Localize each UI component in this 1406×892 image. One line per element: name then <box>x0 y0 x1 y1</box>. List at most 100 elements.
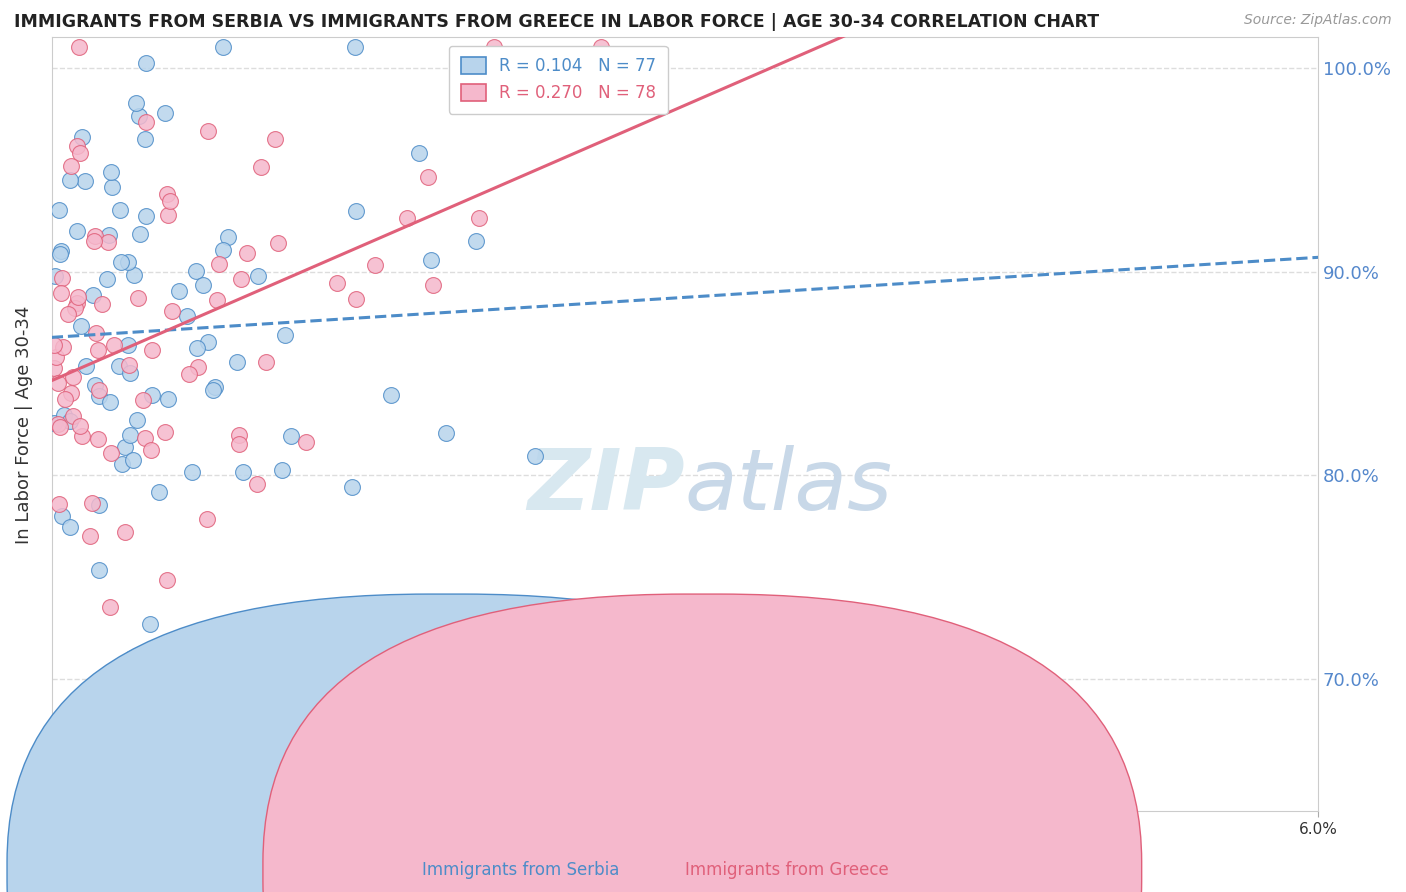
Point <box>75 359 97 374</box>
Point <box>155 105 177 120</box>
Point <box>51 244 73 258</box>
Point <box>120 366 142 380</box>
Point <box>59 520 82 534</box>
Point <box>48 203 70 218</box>
Point <box>128 109 150 123</box>
Point <box>67 40 90 54</box>
Point <box>70 429 93 443</box>
Point <box>395 211 418 225</box>
Point <box>127 291 149 305</box>
Point <box>87 564 110 578</box>
Point <box>53 408 76 422</box>
Point <box>380 388 402 402</box>
Point <box>117 337 139 351</box>
Point <box>212 40 235 54</box>
Point <box>58 414 80 428</box>
Point <box>176 309 198 323</box>
Point <box>420 253 443 268</box>
Point <box>589 40 612 54</box>
Text: atlas: atlas <box>685 445 893 528</box>
Point <box>80 495 103 509</box>
Text: ZIP: ZIP <box>527 445 685 528</box>
Point <box>135 56 157 70</box>
Point <box>148 484 170 499</box>
Point <box>167 285 190 299</box>
Point <box>160 304 183 318</box>
Point <box>90 296 112 310</box>
Point <box>264 132 287 146</box>
Point <box>42 416 65 430</box>
Point <box>134 132 156 146</box>
Point <box>118 428 141 442</box>
Point <box>98 599 121 614</box>
Point <box>117 255 139 269</box>
Point <box>524 449 547 463</box>
Point <box>180 466 202 480</box>
Point <box>100 446 122 460</box>
Point <box>141 343 163 358</box>
Point <box>232 465 254 479</box>
Point <box>197 124 219 138</box>
Point <box>184 263 207 277</box>
Point <box>246 477 269 491</box>
Point <box>340 480 363 494</box>
Point <box>100 164 122 178</box>
Point <box>128 227 150 241</box>
Legend: R = 0.104   N = 77, R = 0.270   N = 78: R = 0.104 N = 77, R = 0.270 N = 78 <box>449 45 668 113</box>
Point <box>295 434 318 449</box>
Point <box>70 129 93 144</box>
Point <box>155 425 177 440</box>
Point <box>45 350 67 364</box>
Point <box>62 409 84 424</box>
Point <box>114 440 136 454</box>
Point <box>197 335 219 350</box>
Point <box>363 258 385 272</box>
Point <box>73 174 96 188</box>
Point <box>108 203 131 218</box>
Point <box>49 247 72 261</box>
Y-axis label: In Labor Force | Age 30-34: In Labor Force | Age 30-34 <box>15 305 32 543</box>
Point <box>205 293 228 307</box>
Point <box>156 392 179 406</box>
Point <box>66 296 89 310</box>
Point <box>80 698 103 712</box>
Point <box>139 443 162 458</box>
Point <box>49 420 72 434</box>
Point <box>83 234 105 248</box>
Point <box>228 437 250 451</box>
Point <box>135 115 157 129</box>
Point <box>179 367 201 381</box>
Point <box>69 319 91 334</box>
Point <box>66 290 89 304</box>
Point <box>111 458 134 472</box>
Point <box>46 376 69 390</box>
Point <box>97 235 120 249</box>
Point <box>156 186 179 201</box>
Point <box>53 392 76 406</box>
Point <box>59 386 82 401</box>
Point <box>138 617 160 632</box>
Point <box>186 342 208 356</box>
Point <box>48 497 70 511</box>
Point <box>98 395 121 409</box>
Point <box>482 40 505 54</box>
Point <box>212 243 235 257</box>
Point <box>254 354 277 368</box>
Point <box>157 209 180 223</box>
Point <box>114 524 136 539</box>
Point <box>204 380 226 394</box>
Point <box>51 508 73 523</box>
Point <box>467 211 489 225</box>
Point <box>89 389 111 403</box>
Point <box>62 370 84 384</box>
Point <box>135 210 157 224</box>
Point <box>132 393 155 408</box>
Point <box>84 229 107 244</box>
Point <box>46 417 69 431</box>
Point <box>344 292 367 306</box>
Point <box>84 326 107 341</box>
Point <box>274 327 297 342</box>
Point <box>59 173 82 187</box>
Point <box>44 268 66 283</box>
Text: IMMIGRANTS FROM SERBIA VS IMMIGRANTS FROM GREECE IN LABOR FORCE | AGE 30-34 CORR: IMMIGRANTS FROM SERBIA VS IMMIGRANTS FRO… <box>14 13 1099 31</box>
